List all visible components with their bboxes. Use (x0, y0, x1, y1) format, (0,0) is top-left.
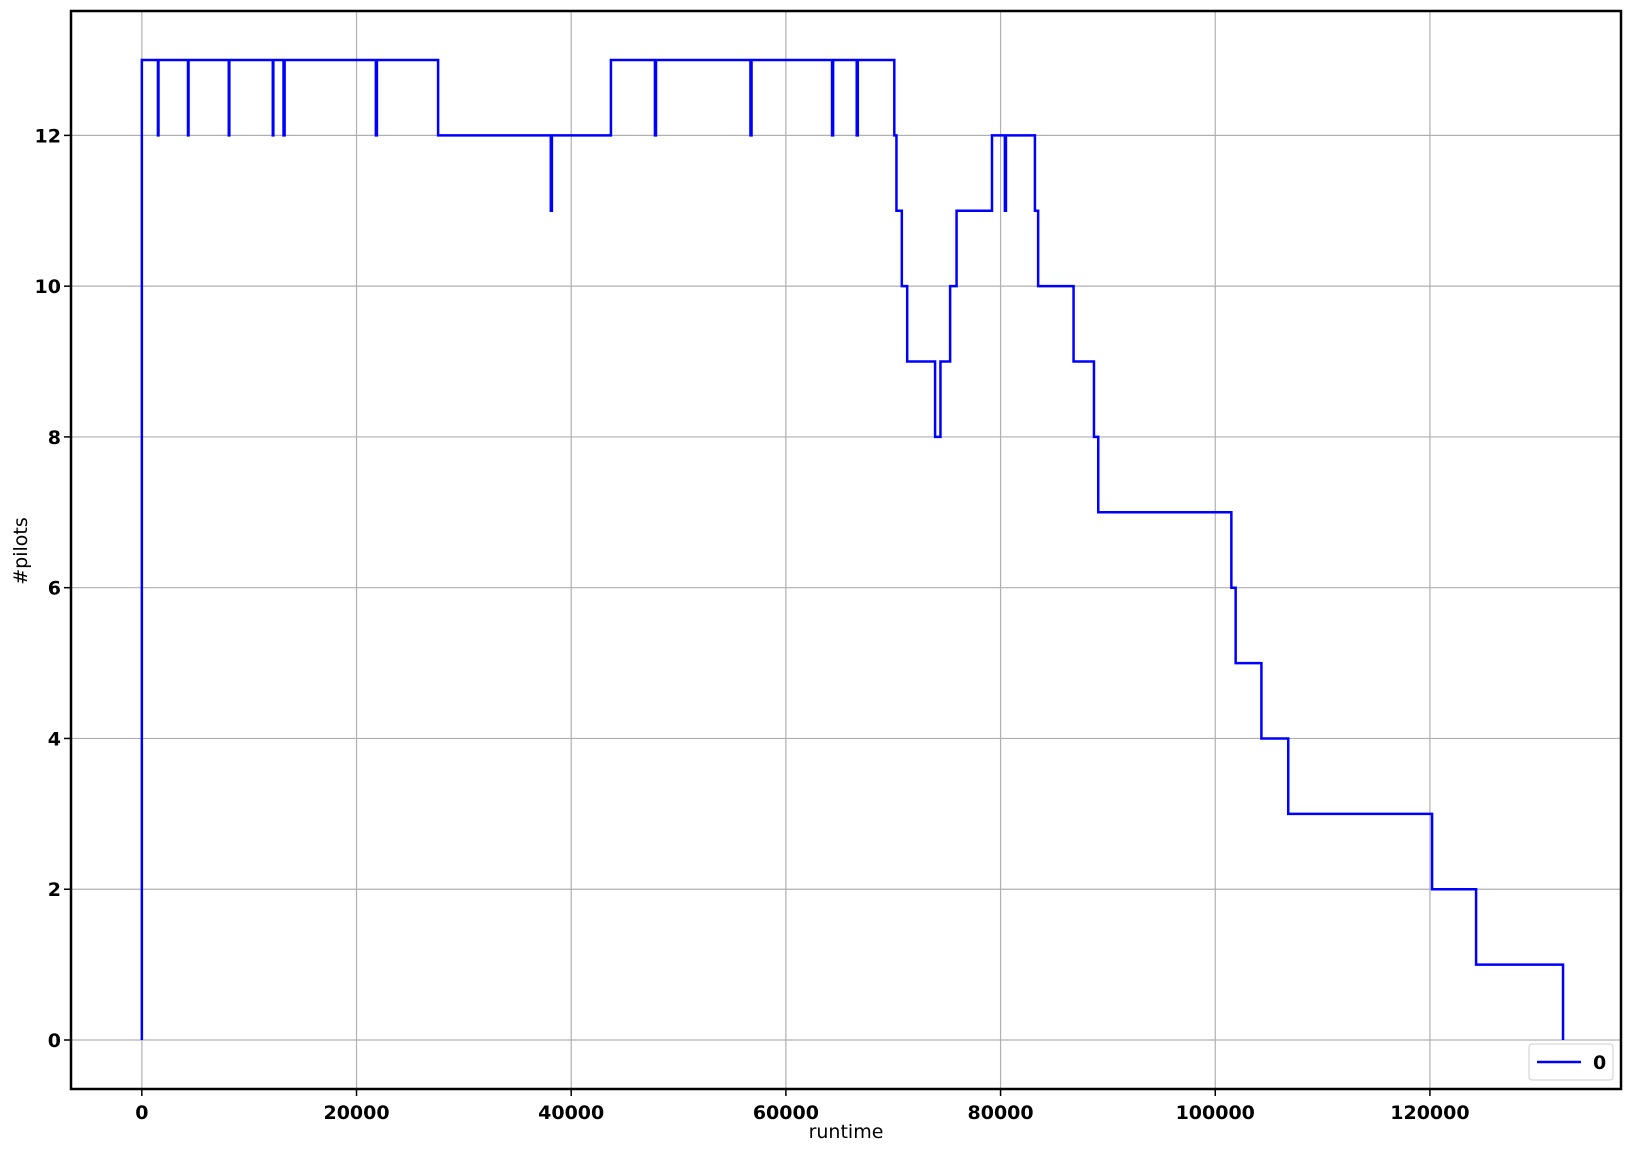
legend: 0 (1528, 1043, 1614, 1081)
legend-label-0: 0 (1593, 1052, 1606, 1074)
series-line-0 (140, 58, 1565, 1040)
y-tick-label: 4 (48, 728, 61, 750)
x-tick-label: 120000 (1390, 1102, 1469, 1124)
grid-lines (71, 11, 1621, 1089)
x-axis-label: runtime (809, 1121, 884, 1143)
series-layer (140, 58, 1565, 1040)
x-tick-label: 20000 (323, 1102, 389, 1124)
y-tick-label: 8 (48, 427, 61, 449)
y-tick-label: 0 (48, 1030, 61, 1052)
x-tick-label: 80000 (968, 1102, 1034, 1124)
x-tick-label: 40000 (538, 1102, 604, 1124)
y-axis-label: #pilots (10, 517, 32, 585)
y-tick-label: 2 (48, 879, 61, 901)
x-tick-label: 100000 (1176, 1102, 1255, 1124)
x-tick-label: 0 (135, 1102, 148, 1124)
y-tick-label: 12 (35, 125, 61, 147)
x-tick-label: 60000 (753, 1102, 819, 1124)
tick-layer: 0 20000 40000 60000 80000 100000 120000 0 2 4 6 8 10… (35, 125, 1470, 1124)
y-tick-label: 10 (35, 276, 61, 298)
plot-frame (69, 9, 1623, 1091)
y-tick-label: 6 (48, 578, 61, 600)
